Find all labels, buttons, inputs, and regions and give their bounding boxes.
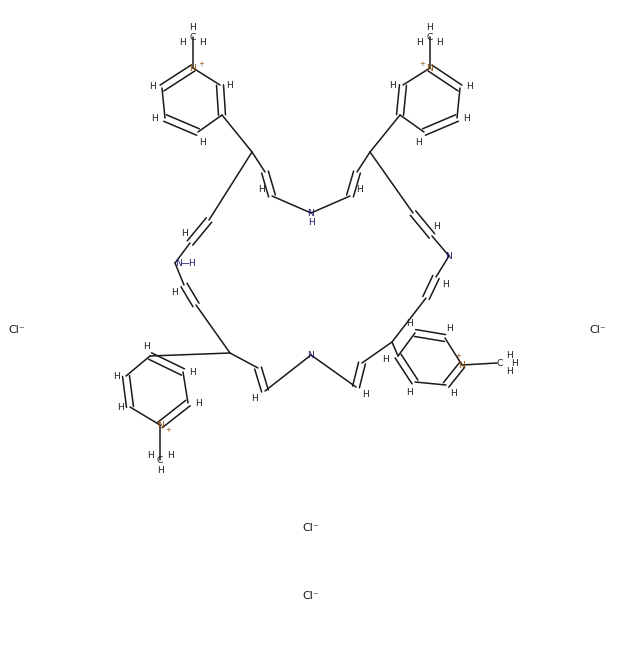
Text: H: H	[157, 466, 164, 474]
Text: H: H	[147, 450, 154, 460]
Text: C: C	[497, 358, 503, 368]
Text: H: H	[170, 287, 177, 297]
Text: C: C	[427, 33, 433, 42]
Text: —H: —H	[180, 259, 196, 267]
Text: H: H	[443, 279, 449, 289]
Text: H: H	[463, 113, 470, 123]
Text: +: +	[198, 61, 204, 67]
Text: H: H	[182, 228, 188, 237]
Text: H: H	[167, 450, 174, 460]
Text: H: H	[383, 354, 389, 364]
Text: H: H	[407, 318, 414, 328]
Text: N: N	[427, 64, 434, 72]
Text: N: N	[157, 421, 164, 429]
Text: H: H	[190, 368, 197, 377]
Text: H: H	[450, 389, 457, 397]
Text: H: H	[180, 38, 187, 46]
Text: N: N	[190, 64, 197, 72]
Text: H: H	[309, 218, 315, 226]
Text: H: H	[144, 342, 151, 350]
Text: H: H	[417, 38, 424, 46]
Text: H: H	[195, 399, 202, 407]
Text: N: N	[308, 208, 314, 218]
Text: H: H	[507, 366, 513, 375]
Text: H: H	[507, 350, 513, 360]
Text: H: H	[389, 80, 396, 90]
Text: H: H	[149, 82, 156, 90]
Text: H: H	[415, 137, 422, 147]
Text: H: H	[447, 324, 453, 332]
Text: H: H	[407, 387, 414, 397]
Text: H: H	[363, 389, 369, 399]
Text: +: +	[165, 427, 171, 433]
Text: N: N	[458, 360, 465, 369]
Text: H: H	[437, 38, 443, 46]
Text: H: H	[200, 137, 207, 147]
Text: N: N	[175, 259, 182, 267]
Text: C: C	[157, 456, 163, 464]
Text: H: H	[252, 393, 258, 403]
Text: Cl⁻: Cl⁻	[9, 325, 26, 335]
Text: H: H	[512, 358, 518, 368]
Text: N: N	[308, 350, 314, 360]
Text: Cl⁻: Cl⁻	[590, 325, 606, 335]
Text: H: H	[117, 403, 123, 411]
Text: +: +	[455, 353, 461, 359]
Text: H: H	[113, 371, 119, 381]
Text: H: H	[200, 38, 207, 46]
Text: H: H	[259, 184, 266, 194]
Text: H: H	[152, 113, 159, 123]
Text: Cl⁻: Cl⁻	[303, 591, 319, 601]
Text: Cl⁻: Cl⁻	[303, 523, 319, 533]
Text: H: H	[226, 80, 233, 90]
Text: H: H	[190, 23, 197, 31]
Text: H: H	[356, 184, 363, 194]
Text: +: +	[419, 61, 425, 67]
Text: N: N	[445, 251, 452, 261]
Text: H: H	[427, 23, 434, 31]
Text: H: H	[466, 82, 473, 90]
Text: C: C	[190, 33, 196, 42]
Text: H: H	[434, 222, 440, 230]
